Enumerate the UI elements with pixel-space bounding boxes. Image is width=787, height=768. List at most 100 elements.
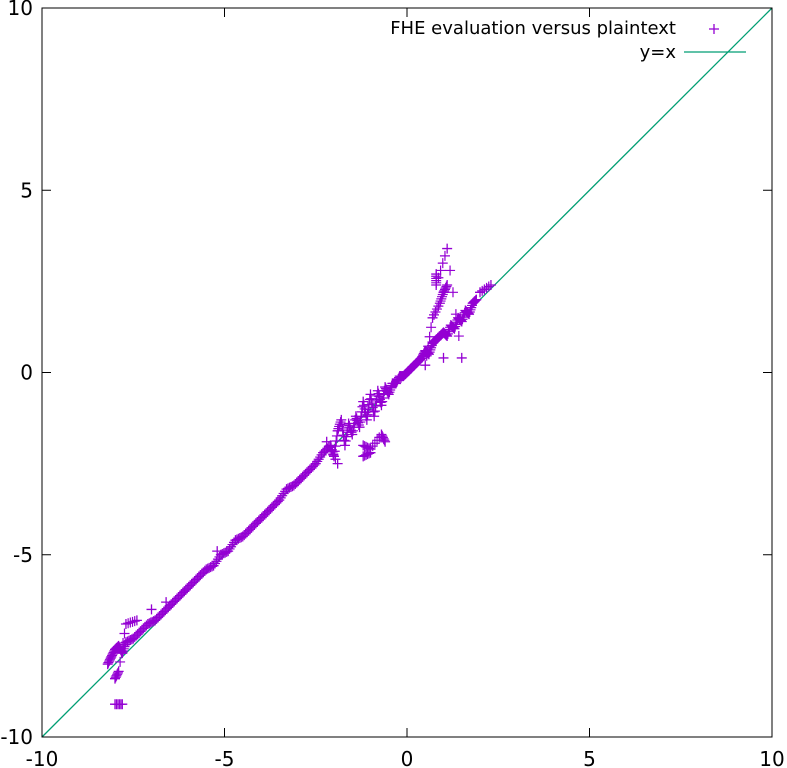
scatter-point bbox=[223, 546, 234, 557]
scatter-point bbox=[193, 571, 204, 582]
scatter-point bbox=[358, 451, 369, 462]
scatter-band-mark bbox=[337, 419, 348, 430]
scatter-band-mark bbox=[363, 404, 374, 415]
scatter-point bbox=[343, 418, 354, 429]
scatter-point bbox=[350, 411, 361, 422]
scatter-point bbox=[120, 619, 131, 630]
scatter-point bbox=[142, 619, 153, 630]
scatter-band-mark bbox=[379, 435, 390, 446]
scatter-band-mark bbox=[441, 281, 452, 292]
scatter-band-mark bbox=[368, 406, 379, 417]
scatter-point bbox=[201, 564, 212, 575]
scatter-point bbox=[434, 298, 445, 309]
scatter-point bbox=[380, 382, 391, 393]
scatter-point bbox=[245, 524, 256, 535]
scatter-band-mark bbox=[362, 409, 373, 420]
scatter-band-mark bbox=[331, 436, 342, 447]
scatter-point bbox=[365, 447, 376, 458]
scatter-point bbox=[288, 480, 299, 491]
scatter-point bbox=[427, 312, 438, 323]
scatter-point bbox=[456, 316, 467, 327]
scatter-point bbox=[296, 473, 307, 484]
legend-label-yx: y=x bbox=[640, 42, 677, 63]
x-tick-label: -10 bbox=[26, 747, 59, 768]
scatter-band-mark bbox=[469, 296, 480, 307]
scatter-point bbox=[464, 309, 475, 320]
scatter-point bbox=[336, 414, 347, 425]
scatter-point bbox=[321, 436, 332, 447]
scatter-band-mark bbox=[457, 314, 468, 325]
scatter-point bbox=[128, 633, 139, 644]
x-tick-label: -5 bbox=[215, 747, 235, 768]
scatter-band-mark bbox=[346, 427, 357, 438]
scatter-band-mark bbox=[443, 326, 454, 337]
scatter-band-mark bbox=[483, 281, 494, 292]
scatter-band-mark bbox=[453, 331, 464, 342]
scatter-band-mark bbox=[344, 420, 355, 431]
scatter-band-mark bbox=[458, 312, 469, 323]
scatter-band-mark bbox=[357, 401, 368, 412]
scatter-point bbox=[135, 626, 146, 637]
scatter-point bbox=[146, 604, 157, 615]
scatter-point bbox=[131, 615, 142, 626]
x-tick-label: 5 bbox=[583, 747, 596, 768]
scatter-point bbox=[161, 597, 172, 608]
scatter-band-mark bbox=[123, 618, 134, 629]
scatter-point bbox=[449, 323, 460, 334]
scatter-point bbox=[237, 531, 248, 542]
scatter-point bbox=[438, 352, 449, 363]
scatter-band-mark bbox=[127, 616, 138, 627]
y-tick-label: -10 bbox=[0, 725, 33, 749]
scatter-point bbox=[420, 360, 431, 371]
scatter-band-mark bbox=[334, 419, 345, 430]
scatter-point bbox=[212, 546, 223, 557]
scatter-point bbox=[438, 287, 449, 298]
legend-marker-plus bbox=[709, 24, 719, 34]
scatter-band-mark bbox=[450, 321, 461, 332]
scatter-point bbox=[456, 352, 467, 363]
scatter-band-mark bbox=[125, 617, 136, 628]
scatter-point bbox=[365, 389, 376, 400]
y-tick-label: -5 bbox=[13, 543, 33, 567]
scatter-point bbox=[150, 615, 161, 626]
scatter-band-mark bbox=[129, 616, 140, 627]
scatter-point bbox=[485, 280, 496, 291]
scatter-point bbox=[332, 458, 343, 469]
scatter-band-mark bbox=[326, 445, 337, 456]
scatter-band-mark bbox=[466, 302, 477, 313]
scatter-band-mark bbox=[356, 411, 367, 422]
scatter-band-mark bbox=[353, 417, 364, 428]
scatter-point bbox=[358, 396, 369, 407]
scatter-band-mark bbox=[469, 296, 480, 307]
scatter-point bbox=[179, 586, 190, 597]
scatter-band-mark bbox=[439, 250, 450, 261]
scatter-point bbox=[416, 352, 427, 363]
legend-plus-mark bbox=[709, 24, 719, 34]
scatter-point bbox=[266, 502, 277, 513]
scatter-band-mark bbox=[442, 328, 453, 339]
scatter-point bbox=[431, 269, 442, 280]
scatter-point bbox=[113, 640, 124, 651]
scatter-point bbox=[347, 429, 358, 440]
scatter-band-mark bbox=[115, 656, 126, 667]
scatter-point bbox=[274, 495, 285, 506]
scatter-band-mark bbox=[119, 628, 130, 639]
scatter-band-mark bbox=[323, 441, 334, 452]
scatter-point bbox=[310, 458, 321, 469]
scatter-point bbox=[431, 280, 442, 291]
scatter-point bbox=[259, 509, 270, 520]
scatter-point bbox=[354, 422, 365, 433]
scatter-point bbox=[113, 666, 124, 677]
scatter-point bbox=[120, 637, 131, 648]
scatter-point bbox=[252, 516, 263, 527]
scatter-band-mark bbox=[112, 667, 123, 678]
scatter-band-mark bbox=[436, 293, 447, 304]
scatter-band-mark bbox=[437, 291, 448, 302]
scatter-band-mark bbox=[328, 449, 339, 460]
scatter-point bbox=[117, 648, 128, 659]
scatter-point bbox=[369, 411, 380, 422]
scatter-point bbox=[383, 389, 394, 400]
scatter-point bbox=[423, 349, 434, 360]
scatter-point bbox=[475, 287, 485, 298]
